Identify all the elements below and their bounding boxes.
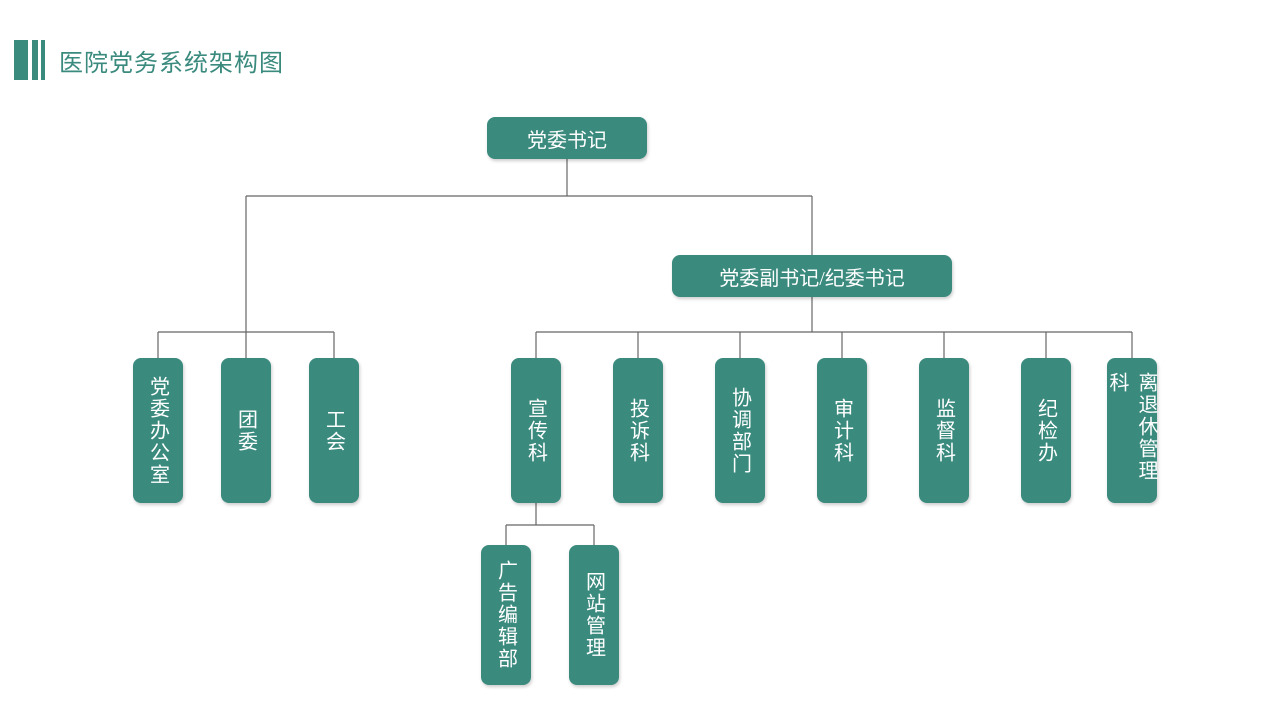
org-node-right: 投诉科 [613,358,663,503]
org-node-left: 党委办公室 [133,358,183,503]
org-node-left: 团委 [221,358,271,503]
org-node-right: 离退休管理科 [1107,358,1157,503]
org-node-right: 监督科 [919,358,969,503]
org-node-right: 审计科 [817,358,867,503]
org-node-right: 纪检办 [1021,358,1071,503]
org-node-left: 工会 [309,358,359,503]
org-node-deputy: 党委副书记/纪委书记 [672,255,952,297]
title-accent-block [14,40,28,80]
org-node-grandchild: 网站管理 [569,545,619,685]
org-node-root: 党委书记 [487,117,647,159]
org-node-right: 宣传科 [511,358,561,503]
title-accent-block [32,40,38,80]
title-accent-block [41,40,45,80]
org-node-grandchild: 广告编辑部 [481,545,531,685]
org-node-right: 协调部门 [715,358,765,503]
title-bar: 医院党务系统架构图 [14,40,284,80]
page-title: 医院党务系统架构图 [59,43,284,78]
